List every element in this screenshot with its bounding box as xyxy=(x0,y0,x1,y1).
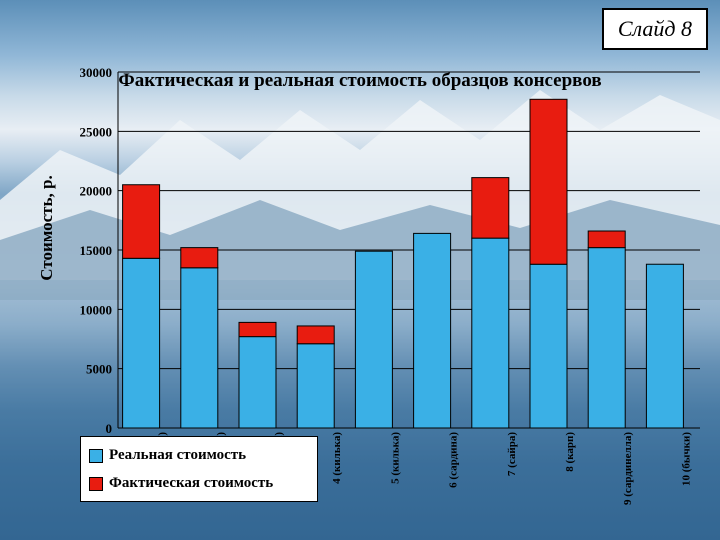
x-tick-label: 9 (сардинелла) xyxy=(622,432,634,505)
bar-actual xyxy=(122,184,161,259)
bar-real xyxy=(587,247,626,429)
bar-real xyxy=(180,267,219,429)
bar-actual xyxy=(296,325,335,345)
bar-real xyxy=(645,263,684,429)
chart-legend: Реальная стоимость Фактическая стоимость xyxy=(80,436,318,502)
bar-actual xyxy=(587,230,626,249)
bars xyxy=(122,98,684,429)
y-tick-label: 0 xyxy=(106,421,113,436)
legend-swatch-actual xyxy=(89,476,103,491)
slide-number-label: Слайд 8 xyxy=(601,8,708,50)
bar-real xyxy=(529,263,568,429)
bar-real xyxy=(122,257,161,429)
y-tick-label: 15000 xyxy=(80,243,113,258)
y-tick-label: 5000 xyxy=(86,362,112,377)
legend-item-actual: Фактическая стоимость xyxy=(89,475,273,492)
x-tick-label: 10 (бычки) xyxy=(680,432,692,486)
legend-item-real: Реальная стоимость xyxy=(89,447,246,464)
x-tick-label: 8 (карп) xyxy=(564,432,576,472)
x-tick-label: 6 (сардина) xyxy=(448,432,460,488)
x-tick-label: 7 (сайра) xyxy=(506,432,518,476)
y-tick-label: 20000 xyxy=(80,184,113,199)
legend-label-actual: Фактическая стоимость xyxy=(109,475,274,491)
bar-actual xyxy=(529,98,568,265)
bar-real xyxy=(413,232,452,429)
chart-title: Фактическая и реальная стоимость образцо… xyxy=(118,70,601,91)
bar-actual xyxy=(471,177,510,239)
legend-swatch-real xyxy=(89,448,103,463)
bar-real xyxy=(471,237,510,429)
bar-real xyxy=(296,343,335,429)
y-tick-label: 30000 xyxy=(80,65,113,80)
bar-actual xyxy=(180,247,219,269)
y-tick-label: 10000 xyxy=(80,302,113,317)
y-axis-label: Стоимость, р. xyxy=(37,175,56,280)
bar-real xyxy=(354,250,393,429)
x-tick-label: 4 (килька) xyxy=(331,432,343,484)
y-tick-labels: 0 5000 10000 15000 20000 25000 30000 xyxy=(80,65,113,436)
x-tick-label: 5 (килька) xyxy=(389,432,401,484)
legend-label-real: Реальная стоимость xyxy=(109,447,247,463)
bar-real xyxy=(238,336,277,429)
y-tick-label: 25000 xyxy=(80,124,113,139)
bar-actual xyxy=(238,321,277,338)
